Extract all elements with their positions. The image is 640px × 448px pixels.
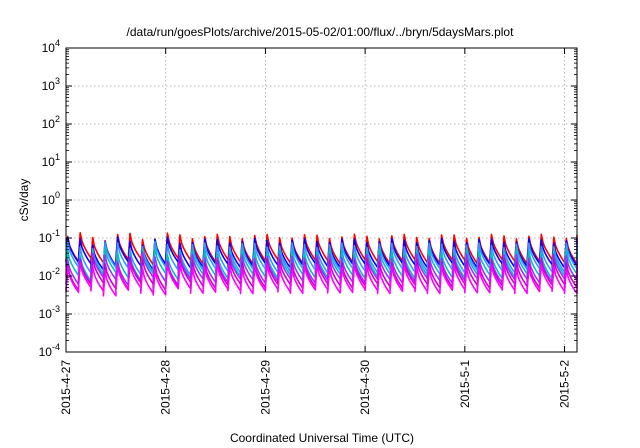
y-tick-exponent: 4: [55, 38, 60, 48]
series-group: [65, 232, 578, 297]
ticks: [65, 47, 577, 353]
y-tick-exponent: -1: [52, 228, 60, 238]
chart-title: /data/run/goesPlots/archive/2015-05-02/0…: [127, 25, 515, 39]
x-tick-label: 2015-5-1: [458, 360, 472, 408]
y-tick-label: 102: [42, 114, 60, 131]
y-tick-label: 103: [42, 76, 60, 93]
y-tick-base: 10: [42, 193, 56, 207]
y-tick-label: 10-3: [39, 304, 60, 321]
y-tick-exponent: -2: [52, 266, 60, 276]
y-tick-base: 10: [42, 117, 56, 131]
y-axis-label: cSv/day: [17, 179, 31, 222]
x-tick-labels: 2015-4-27 2015-4-28 2015-4-29 2015-4-30 2015…: [59, 360, 572, 415]
y-tick-base: 10: [39, 307, 53, 321]
series-line: [65, 261, 578, 297]
y-tick-label: 10-1: [39, 228, 60, 245]
y-tick-exponent: -4: [52, 342, 60, 352]
y-tick-label: 10-2: [39, 266, 60, 283]
y-tick-label: 100: [42, 190, 60, 207]
y-tick-base: 10: [42, 41, 56, 55]
y-tick-exponent: -3: [52, 304, 60, 314]
x-tick-label: 2015-4-28: [159, 360, 173, 415]
y-tick-base: 10: [39, 231, 53, 245]
x-axis-label: Coordinated Universal Time (UTC): [230, 431, 414, 445]
y-tick-label: 10-4: [39, 342, 60, 359]
y-tick-base: 10: [39, 345, 53, 359]
y-tick-exponent: 2: [55, 114, 60, 124]
x-tick-label: 2015-4-29: [258, 360, 272, 415]
grid: [66, 48, 577, 352]
y-tick-exponent: 3: [55, 76, 60, 86]
y-tick-label: 101: [42, 152, 60, 169]
x-tick-label: 2015-4-27: [59, 360, 73, 415]
x-tick-label: 2015-5-2: [558, 360, 572, 408]
y-tick-exponent: 0: [55, 190, 60, 200]
y-tick-base: 10: [42, 79, 56, 93]
y-tick-exponent: 1: [55, 152, 60, 162]
x-tick-label: 2015-4-30: [358, 360, 372, 415]
y-tick-label: 104: [42, 38, 60, 55]
y-tick-base: 10: [39, 269, 53, 283]
y-tick-base: 10: [42, 155, 56, 169]
